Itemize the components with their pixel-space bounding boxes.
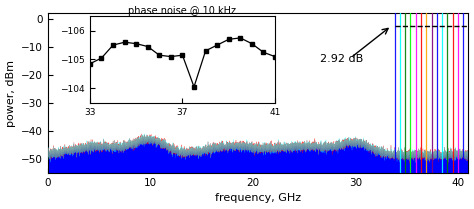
X-axis label: frequency, GHz: frequency, GHz [215, 194, 301, 203]
Y-axis label: power, dBm: power, dBm [6, 60, 16, 127]
Text: 2.92 dB: 2.92 dB [319, 54, 363, 64]
